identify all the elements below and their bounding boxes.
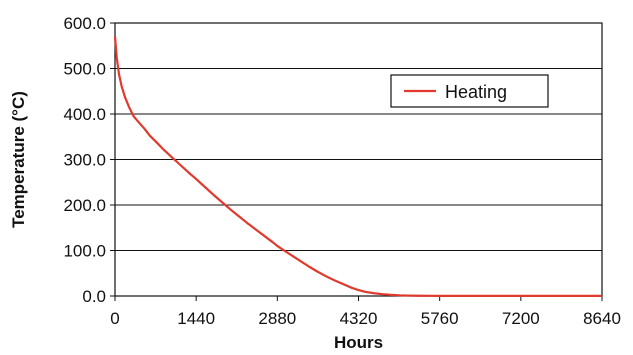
series-line-heating — [113, 36, 602, 297]
x-tick-label: 4320 — [340, 309, 378, 328]
y-tick-label: 500.0 — [63, 60, 106, 79]
y-tick-label: 300.0 — [63, 151, 106, 170]
y-tick-label: 100.0 — [63, 242, 106, 261]
x-axis: 0 1440 2880 4320 5760 7200 8640 — [110, 296, 621, 328]
x-tick-label: 5760 — [421, 309, 459, 328]
legend: Heating — [390, 74, 549, 108]
x-tick-label: 2880 — [258, 309, 296, 328]
y-tick-label: 200.0 — [63, 196, 106, 215]
grid-lines — [115, 68, 602, 251]
x-tick-label: 1440 — [177, 309, 215, 328]
y-tick-label: 0.0 — [82, 287, 106, 306]
x-tick-label: 0 — [110, 309, 119, 328]
y-tick-label: 400.0 — [63, 105, 106, 124]
x-axis-title: Hours — [334, 333, 383, 352]
y-axis-title: Temperature (°C) — [9, 91, 28, 228]
x-tick-label: 8640 — [583, 309, 621, 328]
legend-label-heating: Heating — [445, 82, 507, 102]
x-tick-label: 7200 — [502, 309, 540, 328]
y-tick-label: 600.0 — [63, 14, 106, 33]
y-axis: 0.0 100.0 200.0 300.0 400.0 500.0 600.0 — [63, 14, 115, 306]
